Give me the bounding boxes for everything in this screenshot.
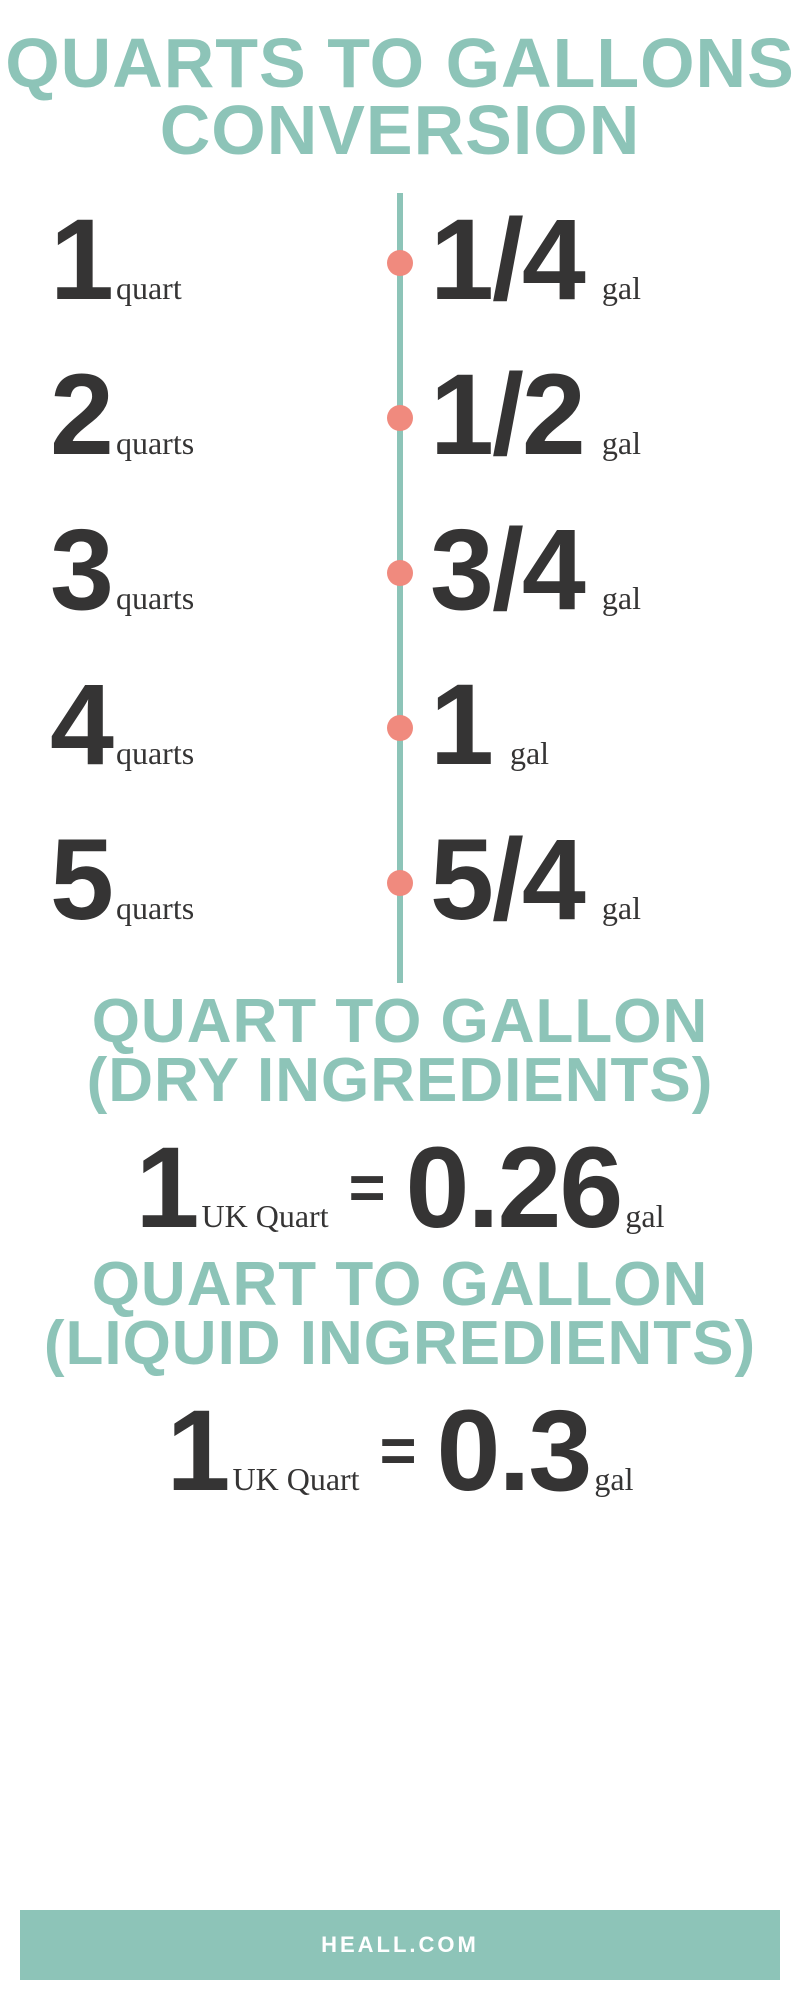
section-liquid-line-2: (LIQUID INGREDIENTS): [0, 1315, 800, 1374]
chart-right-cell: 3/4 gal: [430, 513, 780, 633]
dry-qty-unit: UK Quart: [202, 1198, 329, 1235]
liquid-equation: 1 UK Quart = 0.3 gal: [0, 1394, 800, 1509]
section-title-dry: QUART TO GALLON (DRY INGREDIENTS): [0, 993, 800, 1111]
footer-bar: HEALL.COM: [20, 1910, 780, 1980]
liquid-val: 0.3: [437, 1394, 591, 1509]
chart-right-cell: 1/2 gal: [430, 358, 780, 478]
dry-val-unit: gal: [625, 1198, 664, 1235]
quart-unit: quarts: [116, 735, 194, 772]
chart-right-cell: 5/4 gal: [430, 823, 780, 943]
gallon-value: 5/4: [430, 823, 584, 938]
chart-dot: [387, 715, 413, 741]
gallon-value: 1/4: [430, 203, 584, 318]
gallon-value: 1: [430, 668, 492, 783]
chart-row: 2 quarts 1/2 gal: [0, 358, 800, 478]
chart-left-cell: 2 quarts: [50, 358, 380, 478]
liquid-val-unit: gal: [594, 1461, 633, 1498]
equals-sign: =: [349, 1152, 386, 1224]
section-liquid-line-1: QUART TO GALLON: [0, 1256, 800, 1315]
chart-left-cell: 3 quarts: [50, 513, 380, 633]
chart-right-cell: 1/4 gal: [430, 203, 780, 323]
gallon-value: 1/2: [430, 358, 584, 473]
quart-value: 5: [50, 823, 112, 938]
chart-right-cell: 1 gal: [430, 668, 780, 788]
quart-value: 3: [50, 513, 112, 628]
chart-dot: [387, 560, 413, 586]
conversion-chart: 1 quart 1/4 gal 2 quarts 1/2 gal 3 quart…: [0, 203, 800, 973]
chart-dot: [387, 870, 413, 896]
dry-val: 0.26: [406, 1131, 622, 1246]
section-title-liquid: QUART TO GALLON (LIQUID INGREDIENTS): [0, 1256, 800, 1374]
quart-unit: quarts: [116, 425, 194, 462]
gallon-value: 3/4: [430, 513, 584, 628]
dry-qty: 1: [136, 1131, 198, 1246]
chart-row: 1 quart 1/4 gal: [0, 203, 800, 323]
gallon-unit: gal: [510, 735, 549, 772]
quart-unit: quarts: [116, 580, 194, 617]
gallon-unit: gal: [602, 890, 641, 927]
quart-value: 4: [50, 668, 112, 783]
chart-row: 3 quarts 3/4 gal: [0, 513, 800, 633]
section-dry-line-2: (DRY INGREDIENTS): [0, 1052, 800, 1111]
section-dry-line-1: QUART TO GALLON: [0, 993, 800, 1052]
liquid-qty-unit: UK Quart: [232, 1461, 359, 1498]
gallon-unit: gal: [602, 580, 641, 617]
title-line-1: QUARTS TO GALLONS: [0, 30, 800, 97]
quart-unit: quarts: [116, 890, 194, 927]
chart-dot: [387, 250, 413, 276]
gallon-unit: gal: [602, 270, 641, 307]
liquid-qty: 1: [167, 1394, 229, 1509]
quart-value: 1: [50, 203, 112, 318]
chart-dot: [387, 405, 413, 431]
gallon-unit: gal: [602, 425, 641, 462]
title-line-2: CONVERSION: [0, 97, 800, 164]
chart-row: 4 quarts 1 gal: [0, 668, 800, 788]
quart-value: 2: [50, 358, 112, 473]
footer-text: HEALL.COM: [321, 1932, 479, 1958]
main-title: QUARTS TO GALLONS CONVERSION: [0, 0, 800, 163]
dry-equation: 1 UK Quart = 0.26 gal: [0, 1131, 800, 1246]
quart-unit: quart: [116, 270, 182, 307]
chart-left-cell: 1 quart: [50, 203, 380, 323]
chart-left-cell: 4 quarts: [50, 668, 380, 788]
equals-sign: =: [380, 1415, 417, 1487]
chart-row: 5 quarts 5/4 gal: [0, 823, 800, 943]
chart-left-cell: 5 quarts: [50, 823, 380, 943]
